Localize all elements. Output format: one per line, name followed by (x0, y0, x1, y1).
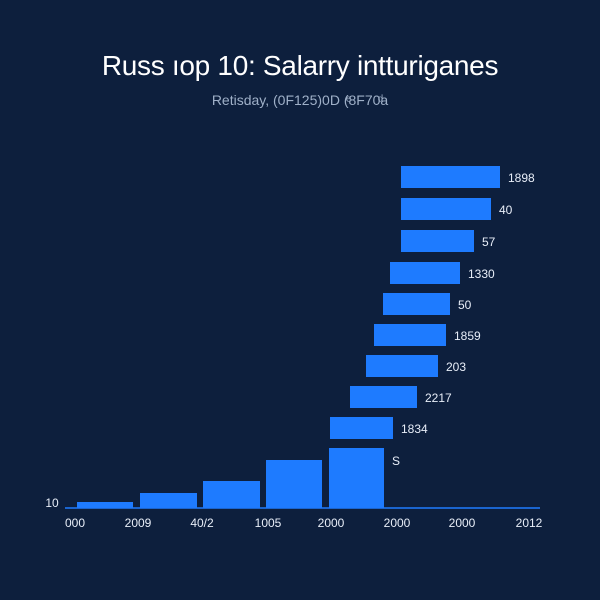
x-tick-label-5: 2000 (318, 516, 345, 530)
horizontal-bar-3 (401, 230, 474, 252)
horizontal-bar-1 (401, 166, 500, 188)
horizontal-bar-2 (401, 198, 491, 220)
horizontal-bar-5 (383, 293, 450, 315)
vertical-bar-5 (329, 448, 384, 508)
data-label-4: 1330 (468, 267, 495, 281)
chart-subtitle: Retisday, (0F125)0D (ͤ8F70ͩa (211, 92, 389, 108)
horizontal-bar-8 (350, 386, 417, 408)
data-label-5: 50 (458, 298, 472, 312)
data-label-7: 203 (446, 360, 466, 374)
horizontal-bar-4 (390, 262, 460, 284)
data-label-8: 2217 (425, 391, 452, 405)
chart-title: Russ ıop 10: Salarry intturiganes (101, 50, 499, 81)
data-label-9: 1834 (401, 422, 428, 436)
horizontal-bar-7 (366, 355, 438, 377)
data-label-1: 1898 (508, 171, 535, 185)
vertical-bar-4 (266, 460, 322, 508)
y-axis-tick-label: 10 (45, 496, 59, 510)
vertical-bar-3 (203, 481, 260, 508)
data-label-10: S (392, 454, 400, 468)
data-label-2: 40 (499, 203, 513, 217)
data-label-3: 57 (482, 235, 496, 249)
x-tick-label-1: 000 (65, 516, 85, 530)
x-tick-label-4: 1005 (255, 516, 282, 530)
horizontal-bar-6 (374, 324, 446, 346)
vertical-bar-1 (77, 502, 133, 508)
x-tick-label-8: 2012 (516, 516, 543, 530)
x-tick-label-7: 2000 (449, 516, 476, 530)
x-tick-label-2: 2009 (125, 516, 152, 530)
vertical-bar-2 (140, 493, 197, 508)
x-tick-label-3: 40/2 (190, 516, 214, 530)
horizontal-bar-9 (330, 417, 393, 439)
data-label-6: 1859 (454, 329, 481, 343)
x-tick-label-6: 2000 (384, 516, 411, 530)
